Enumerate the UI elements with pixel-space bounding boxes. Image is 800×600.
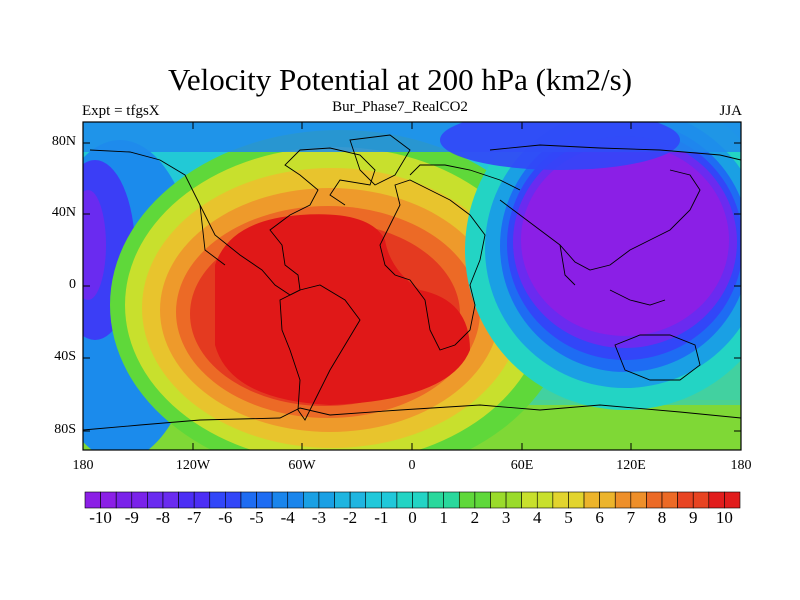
colorbar-swatch xyxy=(692,491,710,509)
colorbar-label: 7 xyxy=(626,508,636,527)
colorbar-swatch xyxy=(240,491,257,509)
colorbar-swatch xyxy=(162,491,179,509)
colorbar-swatch xyxy=(209,491,226,509)
colorbar-swatch xyxy=(614,491,632,509)
colorbar-label: 1 xyxy=(439,508,448,527)
colorbar-swatch xyxy=(287,491,304,509)
colorbar-swatch xyxy=(708,491,725,509)
colorbar-label: 6 xyxy=(595,508,604,527)
colorbar-swatch xyxy=(100,491,117,509)
colorbar-swatch xyxy=(349,491,367,509)
colorbar-swatch xyxy=(193,491,211,509)
lon-label-60w: 60W xyxy=(288,458,316,473)
lon-label-120w: 120W xyxy=(175,458,211,473)
experiment-label: Expt = tfgsX xyxy=(82,103,160,119)
colorbar-label: -2 xyxy=(343,508,358,527)
colorbar-swatch xyxy=(630,491,647,509)
colorbar-label: -7 xyxy=(187,508,202,527)
colorbar-swatch xyxy=(677,491,694,509)
colorbar-swatch xyxy=(396,491,413,509)
colorbar-label: -4 xyxy=(280,508,295,527)
colorbar-label: 2 xyxy=(470,508,480,527)
colorbar-label: 0 xyxy=(408,508,417,527)
colorbar-swatch xyxy=(334,491,351,509)
colorbar-label: -8 xyxy=(155,508,171,527)
colorbar-swatch xyxy=(115,491,133,509)
lat-label-40n: 40N xyxy=(51,205,76,220)
colorbar-swatch xyxy=(271,491,289,509)
colorbar-swatch xyxy=(131,491,148,509)
colorbar-label: 3 xyxy=(501,508,511,527)
colorbar-swatch xyxy=(552,491,569,509)
colorbar-swatch xyxy=(256,491,273,509)
colorbar-swatch xyxy=(599,491,616,509)
contour-field xyxy=(83,122,741,450)
lon-label-0: 0 xyxy=(408,458,416,473)
map-title: Velocity Potential at 200 hPa (km2/s) xyxy=(167,62,633,97)
lon-label-120e: 120E xyxy=(616,458,646,473)
colorbar-label: -3 xyxy=(311,508,327,527)
colorbar-swatch xyxy=(521,491,538,509)
colorbar-label: 4 xyxy=(533,508,542,527)
colorbar-label: 9 xyxy=(688,508,698,527)
colorbar-swatch xyxy=(381,491,398,509)
colorbar-swatch xyxy=(225,491,242,509)
colorbar-swatch xyxy=(490,491,507,509)
colorbar-label: -6 xyxy=(218,508,233,527)
axis-ticks xyxy=(83,122,741,450)
colorbar-label: 8 xyxy=(657,508,667,527)
colorbar-swatch xyxy=(458,491,476,509)
colorbar-swatch xyxy=(412,491,429,509)
season-label: JJA xyxy=(719,103,742,119)
colorbar-swatch xyxy=(443,491,460,509)
colorbar-swatch xyxy=(365,491,382,509)
colorbar-label: -1 xyxy=(374,508,389,527)
lon-label-180w: 180 xyxy=(72,458,94,473)
colorbar xyxy=(84,491,741,509)
colorbar-swatch xyxy=(505,491,522,509)
colorbar-swatch xyxy=(303,491,320,509)
colorbar-swatch xyxy=(568,491,585,509)
colorbar-swatch xyxy=(536,491,554,509)
lat-label-equator: 0 xyxy=(69,277,76,292)
colorbar-swatch xyxy=(84,491,101,509)
lat-label-40s: 40S xyxy=(54,349,76,364)
colorbar-swatch xyxy=(646,491,663,509)
colorbar-swatch xyxy=(318,491,335,509)
lat-label-80s: 80S xyxy=(54,422,76,437)
colorbar-swatch xyxy=(147,491,164,509)
colorbar-swatch xyxy=(583,491,600,509)
colorbar-label: -10 xyxy=(89,508,112,527)
coastlines xyxy=(83,134,741,431)
colorbar-label: -5 xyxy=(249,508,264,527)
colorbar-label: 10 xyxy=(715,508,733,527)
colorbar-label: -9 xyxy=(124,508,139,527)
colorbar-label: 5 xyxy=(564,508,573,527)
colorbar-swatch xyxy=(178,491,195,509)
colorbar-swatch xyxy=(474,491,491,509)
colorbar-swatch xyxy=(427,491,444,509)
colorbar-swatch xyxy=(661,491,678,509)
colorbar-swatch xyxy=(724,491,741,509)
lat-label-80n: 80N xyxy=(51,134,76,149)
lon-label-180e: 180 xyxy=(730,458,752,473)
run-name-label: Bur_Phase7_RealCO2 xyxy=(332,99,468,115)
lon-label-60e: 60E xyxy=(510,458,534,473)
